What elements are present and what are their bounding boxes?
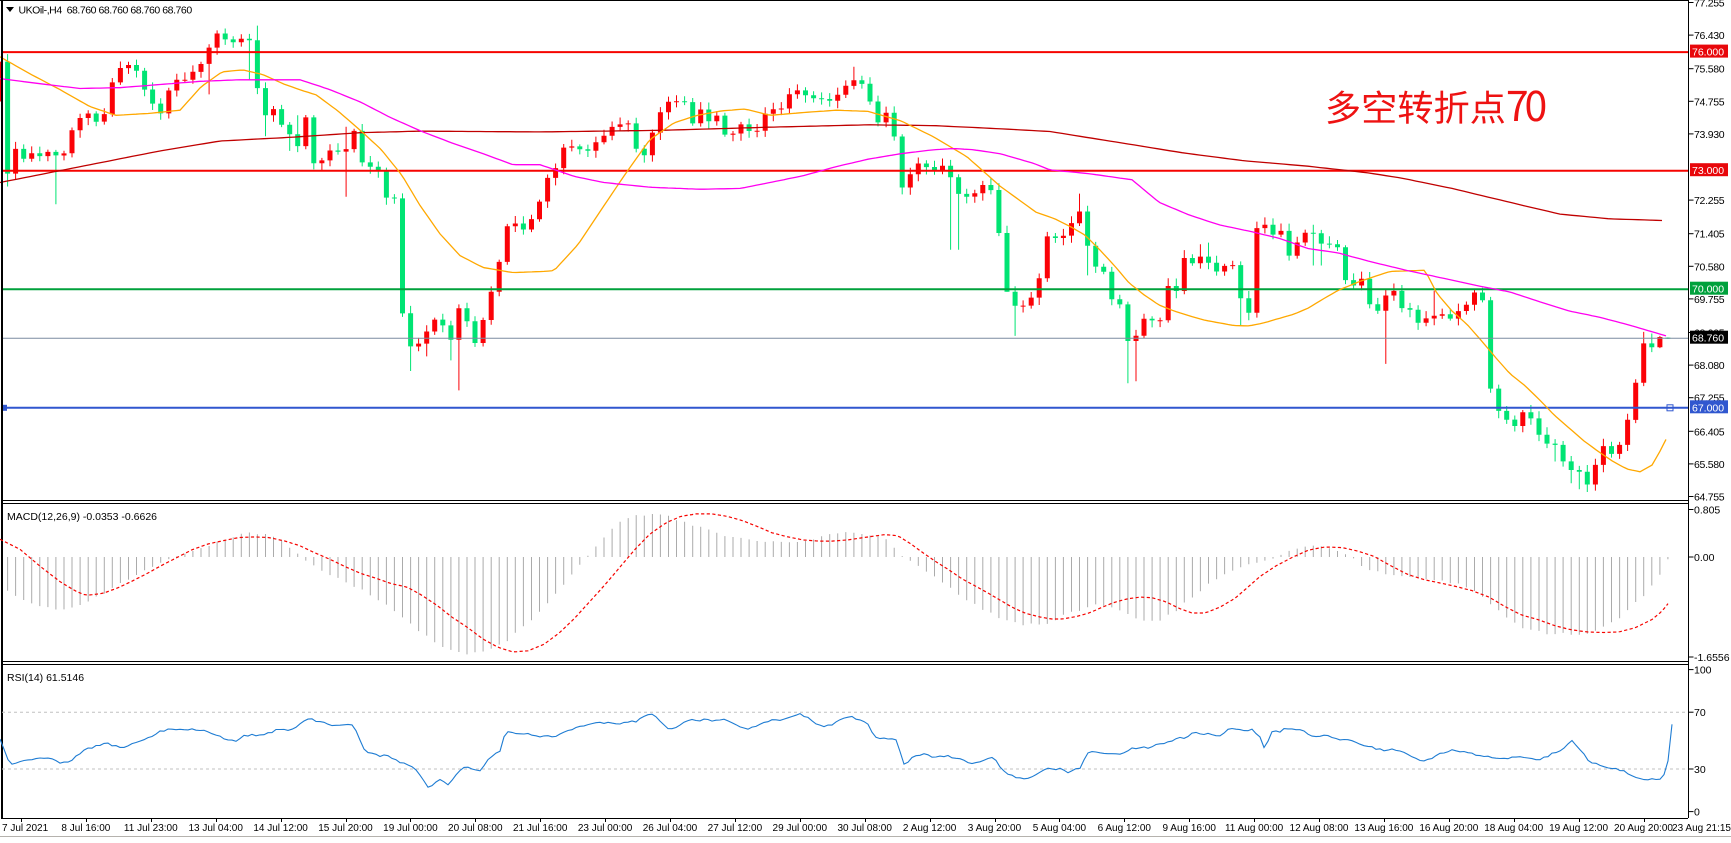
svg-text:-1.6556: -1.6556 — [1694, 652, 1730, 664]
svg-text:MACD(12,26,9) -0.0353 -0.6626: MACD(12,26,9) -0.0353 -0.6626 — [7, 511, 157, 523]
svg-text:66.405: 66.405 — [1694, 426, 1725, 438]
svg-text:26 Jul 04:00: 26 Jul 04:00 — [643, 823, 698, 834]
svg-text:71.405: 71.405 — [1694, 229, 1725, 241]
svg-text:65.580: 65.580 — [1694, 459, 1725, 471]
svg-text:19 Aug 12:00: 19 Aug 12:00 — [1549, 823, 1608, 834]
svg-text:16 Aug 20:00: 16 Aug 20:00 — [1419, 823, 1478, 834]
svg-text:7 Jul 2021: 7 Jul 2021 — [2, 823, 49, 834]
svg-text:13 Aug 16:00: 13 Aug 16:00 — [1354, 823, 1413, 834]
svg-text:23 Aug 21:15: 23 Aug 21:15 — [1672, 823, 1731, 834]
svg-text:70.000: 70.000 — [1692, 284, 1724, 296]
svg-text:30: 30 — [1694, 764, 1706, 776]
svg-text:15 Jul 20:00: 15 Jul 20:00 — [318, 823, 373, 834]
svg-text:19 Jul 00:00: 19 Jul 00:00 — [383, 823, 438, 834]
svg-text:UKOil-,H4 68.760 68.760 68.76: UKOil-,H4 68.760 68.760 68.760 68.760 — [19, 5, 193, 17]
svg-text:27 Jul 12:00: 27 Jul 12:00 — [708, 823, 763, 834]
svg-text:2 Aug 12:00: 2 Aug 12:00 — [903, 823, 957, 834]
svg-text:76.000: 76.000 — [1692, 47, 1724, 59]
svg-text:68.080: 68.080 — [1694, 360, 1725, 372]
svg-text:8 Jul 16:00: 8 Jul 16:00 — [61, 823, 110, 834]
svg-text:67.000: 67.000 — [1692, 402, 1724, 414]
svg-text:68.760: 68.760 — [1692, 333, 1724, 345]
svg-text:73.000: 73.000 — [1692, 165, 1724, 177]
svg-text:29 Jul 00:00: 29 Jul 00:00 — [773, 823, 828, 834]
svg-text:0.00: 0.00 — [1694, 552, 1715, 564]
svg-text:23 Jul 00:00: 23 Jul 00:00 — [578, 823, 633, 834]
svg-text:9 Aug 16:00: 9 Aug 16:00 — [1163, 823, 1217, 834]
svg-text:11 Jul 23:00: 11 Jul 23:00 — [124, 823, 178, 834]
svg-text:77.255: 77.255 — [1694, 0, 1725, 10]
svg-text:70: 70 — [1694, 707, 1706, 719]
svg-text:72.255: 72.255 — [1694, 195, 1725, 207]
svg-text:76.430: 76.430 — [1694, 30, 1725, 42]
svg-text:6 Aug 12:00: 6 Aug 12:00 — [1098, 823, 1152, 834]
svg-text:0: 0 — [1694, 807, 1700, 819]
svg-text:14 Jul 12:00: 14 Jul 12:00 — [253, 823, 308, 834]
svg-text:75.580: 75.580 — [1694, 64, 1725, 76]
svg-text:21 Jul 16:00: 21 Jul 16:00 — [513, 823, 568, 834]
svg-text:13 Jul 04:00: 13 Jul 04:00 — [188, 823, 243, 834]
svg-text:74.755: 74.755 — [1694, 96, 1725, 108]
svg-text:11 Aug 00:00: 11 Aug 00:00 — [1225, 823, 1284, 834]
svg-text:20 Aug 20:00: 20 Aug 20:00 — [1614, 823, 1673, 834]
svg-text:70.580: 70.580 — [1694, 261, 1725, 273]
svg-text:20 Jul 08:00: 20 Jul 08:00 — [448, 823, 503, 834]
svg-text:RSI(14) 61.5146: RSI(14) 61.5146 — [7, 672, 84, 684]
svg-text:69.755: 69.755 — [1694, 294, 1725, 306]
svg-text:73.930: 73.930 — [1694, 129, 1725, 141]
svg-text:100: 100 — [1694, 665, 1712, 677]
svg-text:18 Aug 04:00: 18 Aug 04:00 — [1484, 823, 1543, 834]
svg-text:30 Jul 08:00: 30 Jul 08:00 — [837, 823, 892, 834]
svg-text:3 Aug 20:00: 3 Aug 20:00 — [968, 823, 1022, 834]
svg-text:5 Aug 04:00: 5 Aug 04:00 — [1033, 823, 1087, 834]
svg-text:0.805: 0.805 — [1694, 505, 1720, 517]
svg-text:64.755: 64.755 — [1694, 492, 1725, 504]
svg-text:12 Aug 08:00: 12 Aug 08:00 — [1290, 823, 1349, 834]
